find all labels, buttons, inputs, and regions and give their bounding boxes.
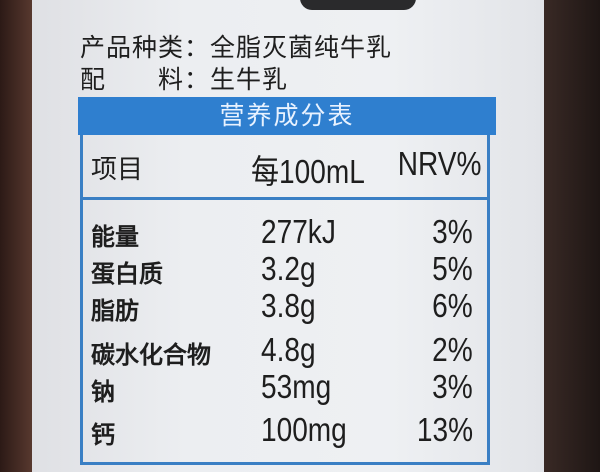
table-row: 蛋白质 3.2g 5% bbox=[91, 250, 481, 288]
row-item: 钠 bbox=[91, 378, 115, 406]
table-divider bbox=[83, 197, 487, 200]
row-amount: 4.8g bbox=[261, 331, 316, 368]
table-row: 脂肪 3.8g 6% bbox=[91, 287, 481, 325]
row-nrv: 6% bbox=[432, 287, 473, 324]
table-row: 碳水化合物 4.8g 2% bbox=[91, 331, 481, 369]
ingredients-value: 生牛乳 bbox=[210, 65, 289, 94]
table-row: 能量 277kJ 3% bbox=[91, 213, 481, 251]
row-amount: 100mg bbox=[261, 411, 347, 448]
table-title: 营养成分表 bbox=[78, 97, 496, 135]
row-item: 蛋白质 bbox=[91, 260, 163, 288]
row-amount: 277kJ bbox=[261, 213, 336, 250]
product-type-line: 产品种类：全脂灭菌纯牛乳 bbox=[80, 28, 392, 64]
header-nrv: NRV% bbox=[397, 145, 481, 182]
table-row: 钙 100mg 13% bbox=[91, 411, 481, 449]
row-nrv: 3% bbox=[432, 213, 473, 250]
background-right bbox=[542, 0, 600, 472]
row-nrv: 13% bbox=[416, 411, 473, 448]
row-amount: 3.8g bbox=[261, 287, 316, 324]
table-row: 钠 53mg 3% bbox=[91, 368, 481, 406]
row-item: 碳水化合物 bbox=[91, 341, 211, 369]
row-item: 能量 bbox=[91, 223, 139, 251]
product-type-label: 产品种类： bbox=[80, 33, 211, 62]
table-header-row: 项目 每100mL NRV% bbox=[91, 145, 481, 190]
row-item: 脂肪 bbox=[91, 297, 139, 325]
header-item: 项目 bbox=[91, 155, 144, 185]
row-nrv: 3% bbox=[432, 368, 473, 405]
background-left bbox=[0, 0, 34, 472]
product-type-value: 全脂灭菌纯牛乳 bbox=[210, 33, 393, 62]
nutrition-table: 项目 每100mL NRV% 能量 277kJ 3% 蛋白质 3.2g 5% 脂肪 3.8… bbox=[80, 135, 490, 465]
row-nrv: 5% bbox=[432, 250, 473, 287]
header-amount: 每100mL bbox=[251, 153, 365, 190]
carton-cap bbox=[300, 0, 416, 10]
ingredients-label: 配 料： bbox=[80, 65, 211, 94]
milk-carton bbox=[32, 0, 544, 472]
row-nrv: 2% bbox=[432, 331, 473, 368]
row-amount: 3.2g bbox=[261, 250, 316, 287]
ingredients-line: 配 料：生牛乳 bbox=[80, 60, 288, 96]
row-amount: 53mg bbox=[261, 368, 332, 405]
row-item: 钙 bbox=[91, 421, 115, 449]
